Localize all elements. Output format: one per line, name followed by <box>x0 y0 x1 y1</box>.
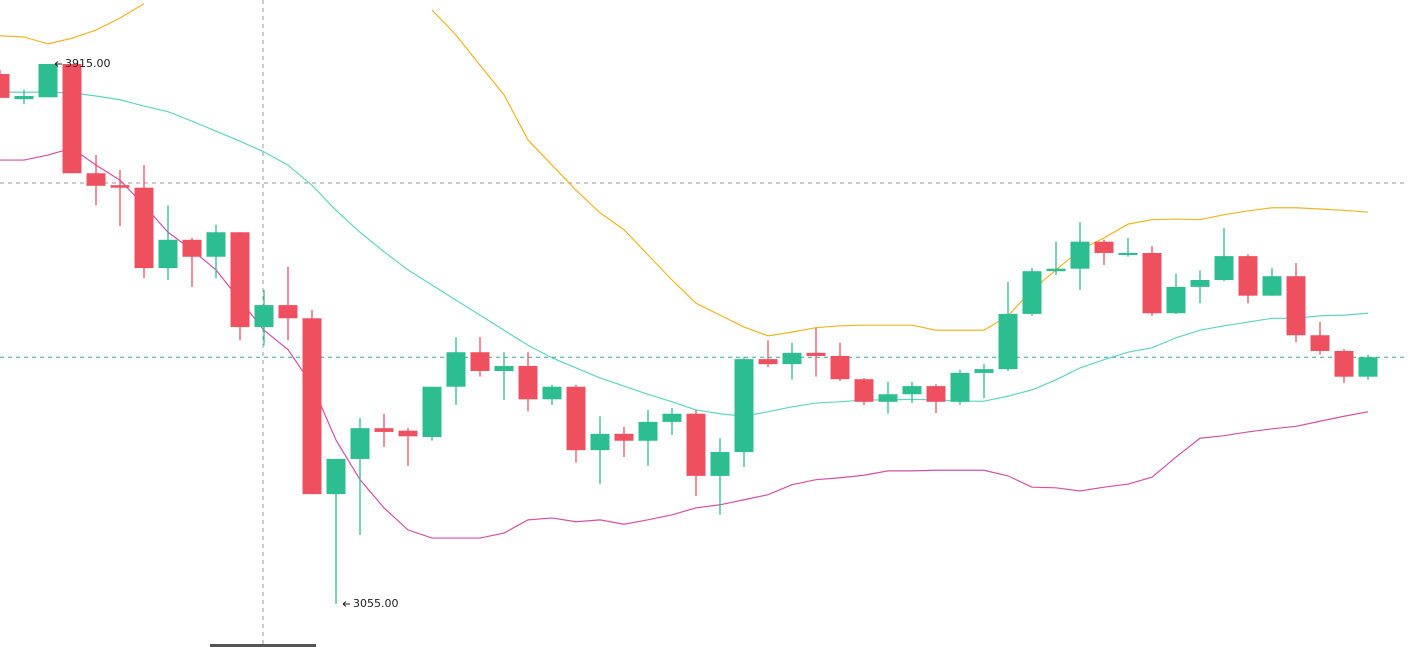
candle-body <box>1262 276 1282 296</box>
candle-body <box>926 386 946 402</box>
candle-body <box>350 428 370 459</box>
candle-body <box>806 352 826 356</box>
candle-body <box>494 366 514 372</box>
candle-body <box>110 185 130 188</box>
candle-body <box>854 379 874 402</box>
candle-body <box>998 313 1018 370</box>
candle-body <box>710 452 730 476</box>
candle-body <box>1214 256 1234 280</box>
candle-body <box>734 359 754 453</box>
candle-body <box>974 369 994 373</box>
marker-arrow <box>54 61 62 67</box>
candle-body <box>758 359 778 365</box>
candle-body <box>1238 256 1258 296</box>
candle-body <box>62 63 82 174</box>
candle-body <box>878 394 898 402</box>
candle-body <box>158 239 178 269</box>
candle-body <box>542 386 562 400</box>
candle-body <box>14 96 34 100</box>
candle-body <box>1022 271 1042 314</box>
extreme-markers: 3915.00 3055.00 <box>54 57 399 610</box>
candle-body <box>1118 252 1138 255</box>
candle-body <box>1358 357 1378 377</box>
marker-arrow <box>342 601 350 607</box>
crosshair-axis-marker <box>210 644 316 647</box>
candle-body <box>1094 241 1114 253</box>
candle-body <box>1046 268 1066 272</box>
candle-body <box>590 433 610 451</box>
candle-body <box>422 386 442 437</box>
candle-body <box>86 173 106 186</box>
candle-body <box>446 352 466 387</box>
candle-body <box>1310 335 1330 351</box>
candle-body <box>1190 279 1210 287</box>
candle-body <box>470 352 490 372</box>
marker-label: 3055.00 <box>353 597 399 610</box>
candle-body <box>254 305 274 328</box>
candle-body <box>566 386 586 451</box>
candle-body <box>1070 241 1090 269</box>
candle-body <box>230 232 250 328</box>
band-lower <box>0 147 1369 539</box>
candles <box>0 63 1378 604</box>
candle-body <box>326 458 346 495</box>
candle-body <box>374 428 394 432</box>
candle-body <box>614 433 634 441</box>
candle-body <box>278 305 298 319</box>
candle-body <box>638 421 658 441</box>
bollinger-bands <box>0 3 1408 539</box>
band-middle <box>0 91 1369 417</box>
candle-body <box>662 413 682 422</box>
candle-body <box>398 430 418 437</box>
candle-body <box>830 355 850 380</box>
candle-body <box>1166 286 1186 314</box>
candle-body <box>1286 276 1306 336</box>
candle-body <box>0 74 10 98</box>
candle-body <box>518 366 538 400</box>
candle-body <box>1334 350 1354 377</box>
candle-body <box>182 239 202 257</box>
candle-body <box>302 318 322 495</box>
candle-body <box>38 63 58 98</box>
candle-body <box>950 372 970 402</box>
candle-body <box>134 187 154 269</box>
marker-label: 3915.00 <box>65 57 111 70</box>
band-upper <box>0 3 1369 337</box>
candle-body <box>902 386 922 395</box>
candle-body <box>206 232 226 257</box>
candle-body <box>1142 252 1162 314</box>
candle-body <box>782 352 802 365</box>
candle-body <box>686 413 706 476</box>
